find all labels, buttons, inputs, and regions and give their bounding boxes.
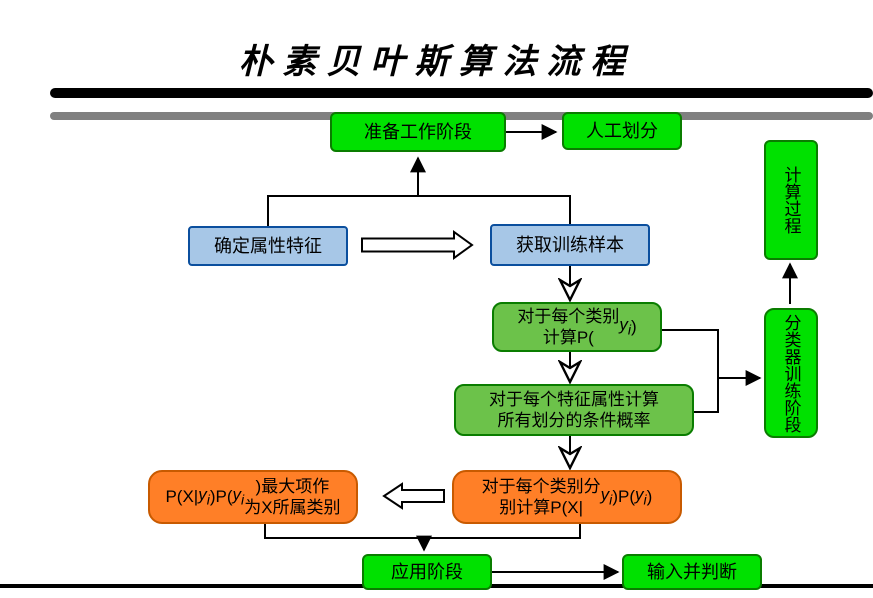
node-py: 对于每个类别计算P(yi) [492, 302, 662, 352]
page-title: 朴素贝叶斯算法流程 [0, 34, 873, 83]
node-process: 计算过程 [764, 140, 818, 260]
node-sample: 获取训练样本 [490, 224, 650, 266]
divider-thick [50, 88, 873, 98]
node-input: 输入并判断 [622, 554, 762, 590]
node-prep: 准备工作阶段 [330, 112, 506, 152]
node-max: P(X|yi)P(yi)最大项作为X所属类别 [148, 470, 358, 524]
node-cond: 对于每个特征属性计算所有划分的条件概率 [454, 384, 694, 436]
node-attr: 确定属性特征 [188, 226, 348, 266]
node-train: 分类器训练阶段 [764, 308, 818, 438]
node-manual: 人工划分 [562, 112, 682, 150]
node-pxpy: 对于每个类别分别计算P(X|yi)P(yi) [452, 470, 682, 524]
node-apply: 应用阶段 [362, 554, 492, 590]
